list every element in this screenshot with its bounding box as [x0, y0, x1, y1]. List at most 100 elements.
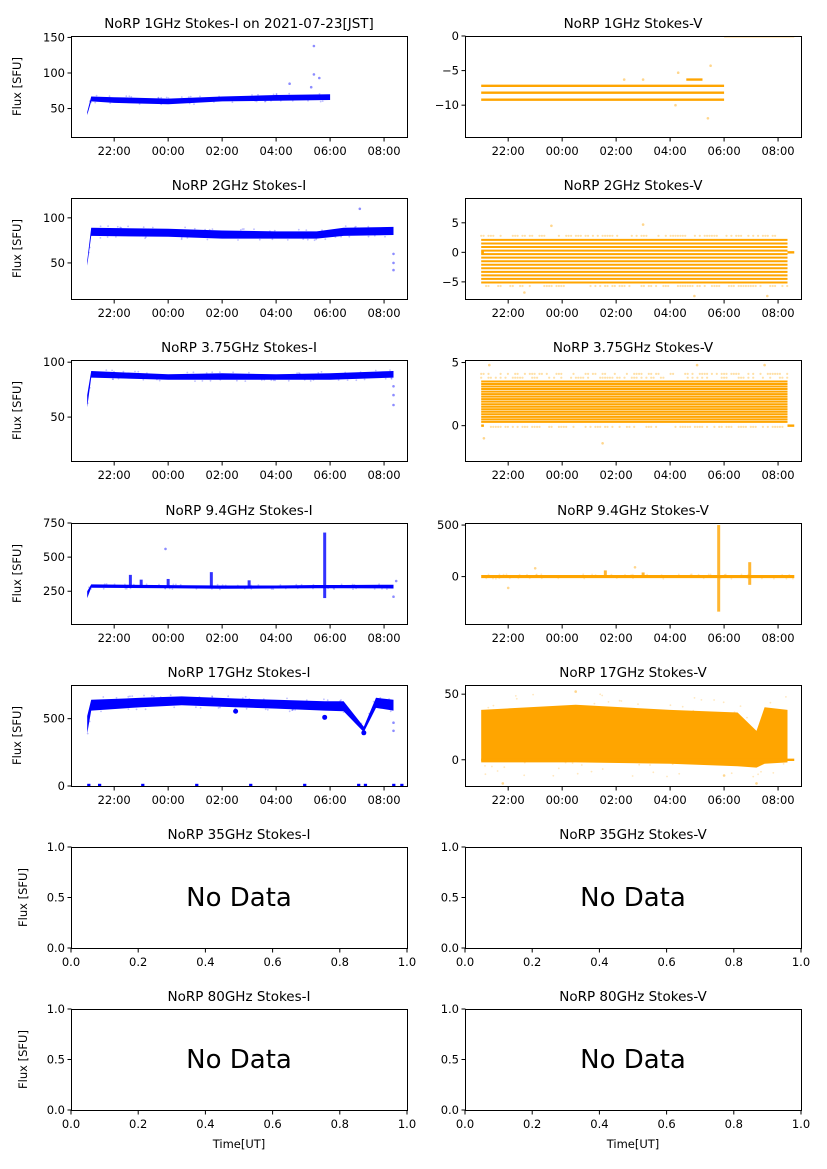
y-tick-label: 0.5 — [47, 1053, 65, 1067]
data-point — [270, 379, 273, 381]
data-point — [752, 372, 755, 375]
data-point — [505, 573, 508, 576]
data-point — [737, 234, 740, 237]
data-point — [248, 698, 251, 700]
data-point — [390, 377, 393, 380]
data-point — [271, 238, 274, 241]
data-point — [737, 376, 740, 379]
data-point — [604, 284, 607, 288]
x-tick-label: 08:00 — [367, 631, 400, 645]
plot-area — [86, 694, 404, 786]
data-point — [363, 378, 366, 381]
plot-area — [481, 525, 795, 612]
axes-frame — [71, 198, 408, 300]
data-point — [676, 284, 680, 288]
data-point — [273, 229, 276, 232]
data-point — [351, 583, 354, 586]
data-dip — [233, 708, 239, 714]
data-outlier — [482, 437, 486, 440]
data-point — [552, 774, 555, 777]
data-outlier — [633, 566, 637, 569]
data-point — [624, 573, 626, 576]
data-point — [735, 372, 738, 375]
x-tick-label: 0.8 — [331, 955, 349, 969]
data-outlier — [392, 403, 395, 407]
data-outlier — [392, 268, 395, 272]
data-point — [630, 234, 633, 237]
data-point — [211, 588, 213, 590]
data-point — [342, 711, 345, 713]
data-point — [689, 425, 692, 428]
y-axis-label: Flux [SFU] — [10, 381, 24, 440]
data-point — [237, 239, 239, 241]
data-point — [521, 234, 524, 237]
data-point — [497, 284, 500, 288]
panel-title: NoRP 2GHz Stokes-I — [172, 178, 306, 194]
data-point — [270, 99, 272, 102]
data-point — [681, 284, 684, 288]
y-tick-label: 500 — [43, 550, 65, 564]
data-point — [115, 697, 118, 699]
y-tick-label: 150 — [43, 30, 65, 44]
data-point — [491, 765, 493, 768]
data-point — [321, 100, 324, 102]
data-point — [604, 376, 607, 379]
data-point — [555, 284, 558, 288]
data-point — [533, 425, 536, 428]
x-tick-label: 06:00 — [314, 144, 347, 158]
data-point — [710, 372, 714, 375]
x-tick-label: 08:00 — [761, 144, 794, 158]
data-point — [521, 376, 524, 379]
data-point — [616, 234, 619, 237]
data-point — [354, 225, 357, 228]
no-data-annotation: No Data — [580, 1045, 686, 1075]
y-tick-label: 250 — [43, 584, 65, 598]
data-point — [115, 236, 117, 238]
data-outlier — [392, 252, 395, 256]
series-stokes-v — [480, 363, 795, 445]
data-point — [740, 376, 743, 379]
data-point — [204, 228, 207, 231]
x-tick-label: 08:00 — [761, 631, 794, 645]
data-point — [669, 372, 672, 375]
data-point — [95, 94, 98, 97]
data-point — [167, 97, 170, 100]
data-point — [628, 425, 631, 428]
axes-frame — [465, 198, 802, 300]
data-point — [111, 369, 113, 372]
data-point — [157, 97, 160, 99]
data-point — [151, 694, 153, 697]
data-point — [297, 228, 300, 231]
data-point — [482, 234, 485, 237]
data-point — [243, 587, 246, 590]
data-outlier — [695, 363, 699, 367]
data-point — [367, 225, 370, 228]
data-point — [159, 696, 162, 698]
data-point — [218, 95, 221, 98]
data-point — [250, 588, 253, 590]
data-point — [574, 376, 578, 379]
data-point — [538, 372, 541, 375]
data-point — [715, 234, 718, 237]
data-point — [631, 775, 634, 777]
data-point — [562, 425, 565, 428]
data-point — [146, 372, 148, 375]
data-point — [679, 425, 682, 428]
data-point — [618, 376, 621, 379]
data-point — [272, 588, 275, 590]
data-point — [761, 425, 765, 428]
data-point — [109, 102, 112, 104]
y-tick-label: 0.0 — [47, 1103, 65, 1117]
data-point — [127, 225, 129, 228]
data-point — [628, 284, 631, 288]
data-point — [496, 770, 499, 772]
x-tick-label: 22:00 — [492, 468, 525, 482]
data-point — [102, 587, 105, 590]
data-point — [550, 284, 553, 288]
data-point — [90, 588, 92, 590]
data-point — [649, 764, 651, 766]
y-tick-label: −5 — [442, 275, 459, 289]
data-point — [744, 284, 748, 288]
data-point — [732, 372, 735, 375]
data-point — [494, 425, 497, 428]
